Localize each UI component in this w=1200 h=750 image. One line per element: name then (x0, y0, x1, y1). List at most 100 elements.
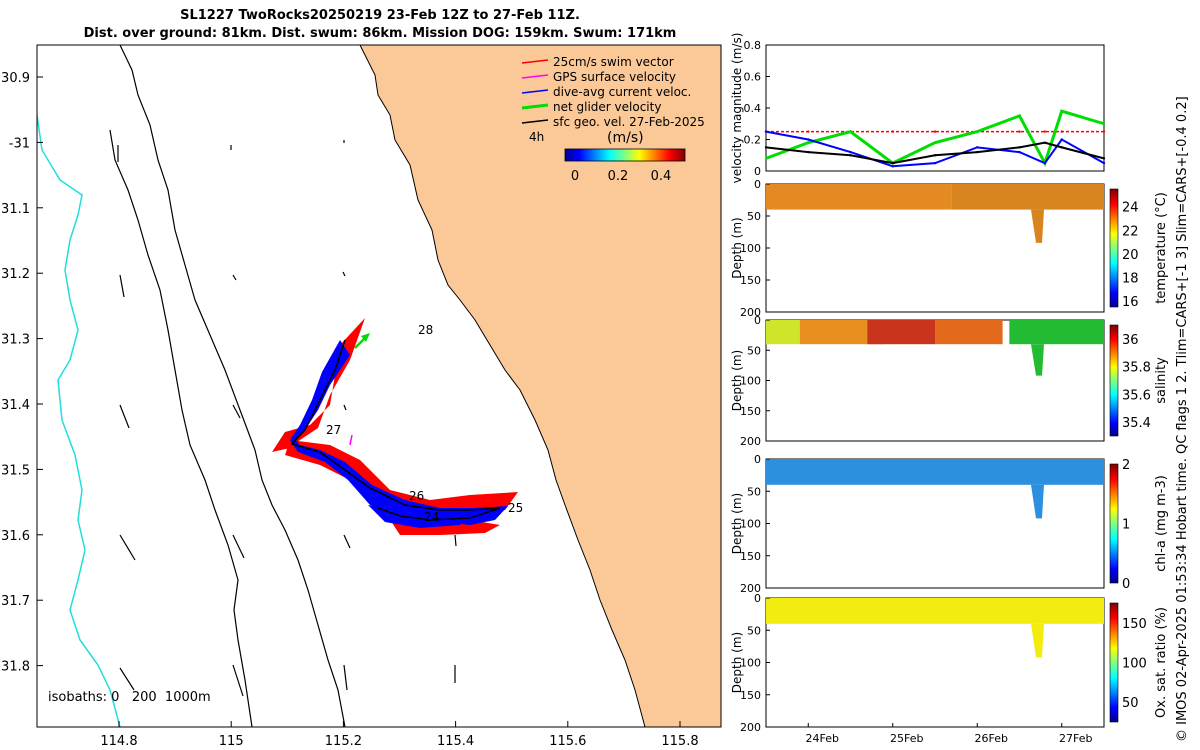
day-label-24: 24 (424, 510, 439, 524)
section-band-0-0 (766, 184, 952, 210)
section-band-3-0 (766, 598, 1104, 624)
isobath-1000m (109, 129, 253, 727)
velocity-point-1-5 (976, 130, 979, 133)
section-ytick-3-4: 200 (740, 721, 761, 734)
section-ytick-2-0: 0 (754, 453, 761, 466)
velocity-point-3-2 (849, 154, 852, 157)
velocity-point-1-0 (764, 157, 768, 160)
velocity-point-2-1 (807, 138, 810, 141)
lat-tick-3: 31.2 (1, 267, 30, 282)
velocity-point-3-6 (1018, 146, 1021, 149)
velocity-point-3-9 (1102, 157, 1106, 160)
lat-tick-6: 31.5 (1, 463, 30, 478)
velocity-point-1-1 (807, 141, 810, 144)
time-axis: 24Feb 25Feb 26Feb 27Feb (806, 723, 1092, 745)
glider-path (290, 339, 501, 521)
velocity-point-3-7 (1043, 141, 1047, 144)
swim-vector-band (272, 318, 518, 535)
figure-title-line1: SL1227 TwoRocks20250219 23-Feb 12Z to 27… (180, 8, 580, 23)
velocity-point-3-1 (807, 150, 810, 154)
velocity-ytick-0: 0 (754, 165, 761, 178)
section-band-1-3 (935, 320, 1003, 345)
section-colorbar-2 (1109, 463, 1119, 584)
legend-line-3 (521, 103, 549, 110)
day-label-27: 27 (326, 423, 341, 437)
side-note: © IMOS 02-Apr-2025 01:53:34 Hobart time.… (1175, 96, 1190, 742)
legend-line-4 (521, 119, 549, 124)
velocity-point-0-8 (1060, 130, 1063, 133)
section-ytick-1-4: 200 (740, 435, 761, 448)
legend-line-2 (521, 89, 549, 94)
map-frame (36, 44, 722, 728)
lon-tick-3: 115.4 (437, 734, 474, 749)
section-ylabel-2: Depth (m) (730, 493, 744, 554)
time-tick-3: 27Feb (1059, 732, 1092, 745)
lat-tick-7: 31.6 (1, 529, 30, 544)
section-ctick-0-2: 20 (1122, 248, 1139, 263)
section-ctick-0-0: 16 (1122, 295, 1139, 310)
legend-label-0: 25cm/s swim vector (553, 55, 674, 69)
lat-tick-4: 31.3 (1, 333, 30, 348)
section-ytick-3-2: 100 (740, 657, 761, 670)
velocity-point-0-9 (1102, 130, 1106, 133)
time-tick-2: 26Feb (975, 732, 1008, 745)
section-ytick-0-2: 100 (740, 242, 761, 255)
isobath-legend: isobaths: 0 200 1000m (48, 690, 211, 705)
section-ctick-1-0: 35.4 (1122, 416, 1151, 431)
legend-line-0 (521, 59, 549, 64)
velocity-point-2-2 (849, 150, 852, 154)
section-dip-3 (1031, 623, 1044, 658)
velocity-point-2-0 (764, 130, 768, 133)
lat-tick-1: -31 (9, 136, 30, 151)
section-ctick-2-2: 2 (1122, 458, 1130, 473)
colorbar-label: (m/s) (607, 130, 644, 146)
section-dip-0 (1031, 209, 1044, 243)
section-ctick-2-1: 1 (1122, 518, 1130, 533)
velocity-series-1 (765, 109, 1105, 167)
velocity-point-3-8 (1060, 146, 1063, 149)
velocity-point-1-2 (849, 130, 852, 133)
figure-title-line2: Dist. over ground: 81km. Dist. swum: 86k… (83, 26, 677, 41)
isobath-200m (119, 45, 346, 727)
lon-tick-5: 115.8 (661, 734, 698, 749)
section-ytick-0-3: 150 (740, 274, 761, 287)
section-ctick-0-1: 18 (1122, 272, 1139, 287)
section-ytick-0-4: 200 (740, 306, 761, 319)
section-ytick-1-0: 0 (754, 314, 761, 327)
legend-label-2: dive-avg current veloc. (553, 85, 691, 99)
velocity-point-0-1 (807, 130, 810, 133)
section-ytick-2-3: 150 (740, 550, 761, 563)
velocity-point-2-9 (1102, 161, 1106, 165)
section-ylabel-1: Depth (m) (730, 350, 744, 411)
map-panel: 28 26 25 27 24 isobaths: 0 200 1000m (37, 45, 721, 727)
isobath-0m-cyan (37, 114, 121, 727)
lat-tick-0: 30.9 (1, 71, 30, 86)
velocity-ylabel: velocity magnitude (m/s) (730, 33, 744, 184)
section-ctick-3-0: 50 (1122, 696, 1139, 711)
lon-tick-0: 114.8 (100, 734, 137, 749)
day-label-28: 28 (418, 323, 433, 337)
section-ylabel-3: Depth (m) (730, 632, 744, 693)
velocity-point-3-3 (891, 161, 894, 165)
velocity-ytick-1: 0.2 (744, 134, 762, 147)
section-ytick-2-2: 100 (740, 518, 761, 531)
velocity-point-1-9 (1102, 122, 1106, 125)
lon-tick-2: 115.2 (325, 734, 362, 749)
section-dip-2 (1031, 484, 1044, 519)
land (359, 45, 721, 727)
net-arrow-head (361, 333, 370, 342)
section-band-0-1 (951, 184, 1104, 210)
velocity-point-2-8 (1060, 138, 1063, 141)
velocity-point-0-6 (1018, 130, 1021, 133)
velocity-point-1-8 (1060, 109, 1063, 113)
velocity-point-0-4 (933, 130, 937, 133)
velocity-point-1-6 (1018, 114, 1021, 118)
velocity-point-2-5 (976, 146, 979, 149)
gps-velocity-arrow (349, 434, 353, 446)
velocity-point-3-5 (976, 150, 979, 154)
section-colorbar-3 (1109, 602, 1119, 723)
section-ctick-3-2: 150 (1122, 617, 1147, 632)
